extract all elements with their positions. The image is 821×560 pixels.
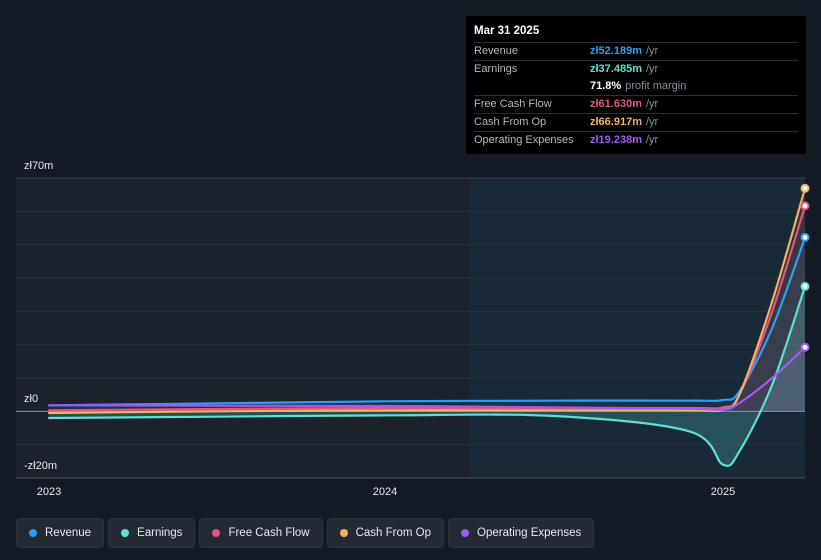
tooltip-label: Revenue <box>474 45 519 57</box>
tooltip-unit: /yr <box>645 45 659 57</box>
tooltip-margin-label: profit margin <box>625 80 687 92</box>
legend-dot-icon <box>29 529 37 537</box>
legend-label: Operating Expenses <box>477 527 582 539</box>
tooltip-row-fcf: Free Cash Flow zł61.630m /yr <box>474 95 798 113</box>
legend-label: Earnings <box>137 527 183 539</box>
legend-item-free-cash-flow[interactable]: Free Cash Flow <box>199 518 323 548</box>
series-endpoint-opex <box>800 342 810 352</box>
y-tick-label-zero: zł0 <box>24 393 39 405</box>
legend-item-cash-from-op[interactable]: Cash From Op <box>326 518 445 548</box>
x-tick-label-2023: 2023 <box>36 486 62 498</box>
legend-label: Free Cash Flow <box>228 527 310 539</box>
y-tick-label-top: zł70m <box>24 160 54 172</box>
legend-item-revenue[interactable]: Revenue <box>16 518 105 548</box>
tooltip-value: zł66.917m <box>590 116 642 128</box>
tooltip-row-margin: 71.8% profit margin <box>474 78 798 95</box>
series-line-earnings <box>47 285 807 467</box>
tooltip-label: Free Cash Flow <box>474 98 552 110</box>
data-tooltip: Mar 31 2025 Revenue zł52.189m /yr Earnin… <box>466 16 806 154</box>
series-line-revenue <box>47 236 807 407</box>
tooltip-margin-value: 71.8% <box>590 80 622 92</box>
series-endpoint-fcf <box>800 201 810 211</box>
tooltip-value: zł37.485m <box>590 63 642 75</box>
y-tick-label-bottom: -zł20m <box>24 460 58 472</box>
tooltip-unit: /yr <box>645 134 659 146</box>
tooltip-label: Earnings <box>474 63 518 75</box>
x-tick-label-2024: 2024 <box>372 486 398 498</box>
legend-dot-icon <box>461 529 470 537</box>
tooltip-value: zł19.238m <box>590 134 642 146</box>
tooltip-value: zł52.189m <box>590 45 642 57</box>
series-endpoint-revenue <box>800 232 810 242</box>
legend-item-operating-expenses[interactable]: Operating Expenses <box>448 518 595 548</box>
series-line-cfo <box>47 187 807 415</box>
series-area-earnings <box>49 286 805 466</box>
tooltip-value: zł61.630m <box>590 98 642 110</box>
series-line-opex <box>47 346 807 412</box>
tooltip-label: Cash From Op <box>474 116 547 128</box>
chart-legend: Revenue Earnings Free Cash Flow Cash Fro… <box>16 518 595 548</box>
tooltip-row-revenue: Revenue zł52.189m /yr <box>474 42 798 60</box>
tooltip-date: Mar 31 2025 <box>474 25 540 37</box>
tooltip-row-opex: Operating Expenses zł19.238m /yr <box>474 131 798 149</box>
tooltip-unit: /yr <box>645 116 659 128</box>
legend-dot-icon <box>212 529 221 537</box>
series-endpoint-earnings <box>800 281 810 291</box>
tooltip-unit: /yr <box>645 98 659 110</box>
legend-dot-icon <box>121 529 130 537</box>
tooltip-row-cfo: Cash From Op zł66.917m /yr <box>474 113 798 131</box>
legend-item-earnings[interactable]: Earnings <box>108 518 196 548</box>
tooltip-row-earnings: Earnings zł37.485m /yr <box>474 60 798 78</box>
legend-label: Cash From Op <box>355 527 432 539</box>
tooltip-unit: /yr <box>645 63 659 75</box>
plot-background <box>16 178 470 478</box>
forecast-shade <box>469 178 805 478</box>
series-endpoint-cfo <box>800 183 810 193</box>
tooltip-label: Operating Expenses <box>474 134 574 146</box>
legend-dot-icon <box>339 529 348 537</box>
legend-label: Revenue <box>45 527 92 539</box>
x-tick-label-2025: 2025 <box>710 486 736 498</box>
